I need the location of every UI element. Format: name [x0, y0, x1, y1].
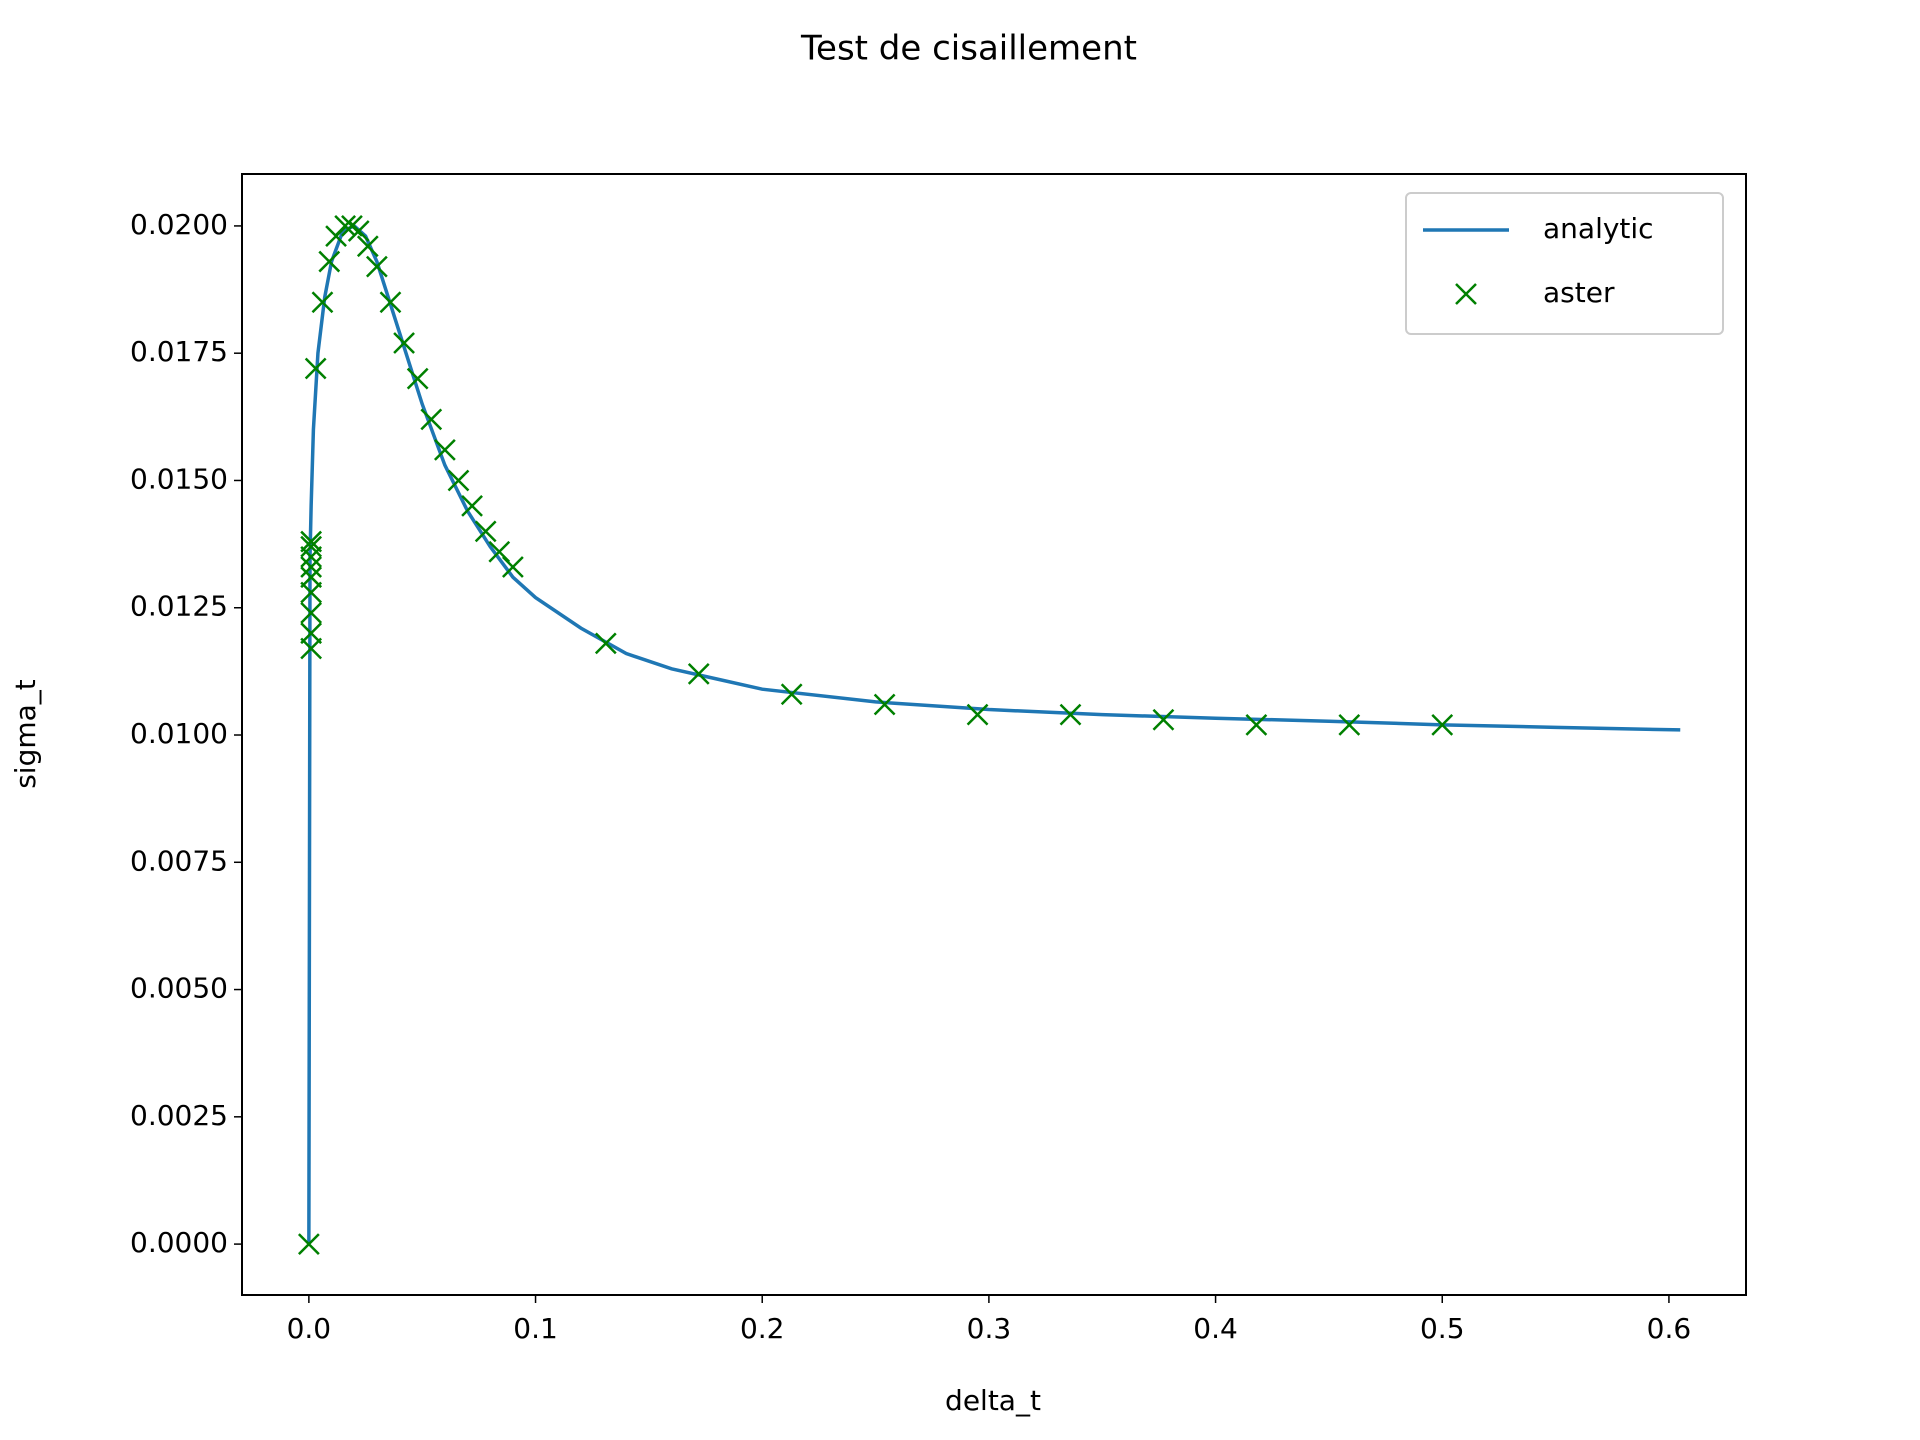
marker: [297, 1233, 320, 1255]
x-tick-label: 0.6: [1647, 1312, 1692, 1345]
marker: [365, 255, 388, 278]
marker: [780, 683, 803, 706]
y-axis-label: sigma_t: [9, 679, 42, 789]
legend-label: analytic: [1543, 212, 1654, 245]
marker: [594, 632, 617, 655]
marker: [474, 520, 497, 543]
marker: [420, 408, 443, 431]
series-line: [307, 223, 1681, 1245]
marker: [347, 220, 370, 242]
y-tick-label: 0.0000: [130, 1226, 228, 1259]
marker: [300, 556, 323, 578]
legend-label: aster: [1543, 276, 1615, 309]
marker: [461, 495, 483, 517]
marker: [300, 535, 323, 558]
marker: [300, 530, 323, 553]
marker: [393, 332, 415, 354]
marker: [300, 601, 323, 624]
marker: [1245, 713, 1268, 736]
legend-swatch: [1455, 283, 1477, 305]
y-tick-label: 0.0125: [130, 590, 228, 623]
chart-title: Test de cisaillement: [800, 29, 1137, 69]
y-tick-label: 0.0050: [130, 972, 228, 1005]
marker: [304, 357, 327, 380]
marker: [300, 545, 323, 568]
marker: [311, 291, 334, 314]
y-tick-label: 0.0025: [130, 1099, 228, 1132]
plot-frame: [241, 173, 1747, 1296]
marker: [300, 622, 323, 645]
y-tick-label: 0.0200: [130, 208, 228, 241]
x-tick-label: 0.1: [513, 1312, 558, 1345]
marker: [406, 367, 429, 390]
y-tick-label: 0.0175: [130, 335, 228, 368]
x-tick-label: 0.5: [1420, 1312, 1465, 1345]
marker: [966, 703, 989, 726]
marker: [1059, 703, 1082, 726]
y-tick-label: 0.0075: [130, 844, 228, 877]
x-tick-label: 0.4: [1193, 1312, 1238, 1345]
marker: [1152, 708, 1175, 731]
marker: [501, 556, 524, 578]
y-tick-label: 0.0100: [130, 717, 228, 750]
marker: [318, 250, 341, 273]
x-axis-label: delta_t: [945, 1384, 1041, 1417]
marker: [873, 693, 896, 716]
marker: [1431, 713, 1454, 736]
x-tick-label: 0.2: [740, 1312, 785, 1345]
x-tick-label: 0.0: [287, 1312, 332, 1345]
marker: [379, 291, 402, 314]
marker: [1338, 713, 1361, 736]
marker: [356, 235, 379, 258]
marker: [300, 566, 323, 589]
marker: [687, 663, 710, 685]
x-tick-label: 0.3: [967, 1312, 1012, 1345]
marker: [334, 215, 357, 237]
y-tick-label: 0.0150: [130, 462, 228, 495]
marker: [300, 581, 323, 604]
marker: [300, 637, 323, 660]
marker: [447, 469, 470, 492]
marker: [433, 439, 456, 461]
